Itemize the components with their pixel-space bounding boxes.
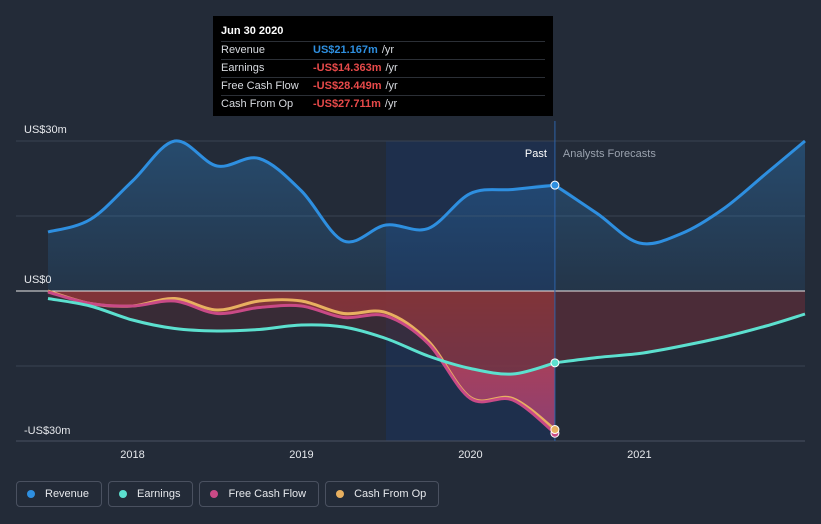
cash-from-op-marker	[550, 425, 560, 435]
x-tick-label: 2021	[627, 449, 651, 461]
x-tick-label: 2018	[120, 449, 144, 461]
y-tick-label: US$0	[24, 274, 52, 286]
legend-item-earnings[interactable]: Earnings	[108, 481, 194, 507]
earnings-past-area	[48, 291, 555, 375]
earnings-dot-icon	[119, 490, 128, 498]
tooltip-row-cash-from-op: Cash From Op -US$27.711m /yr	[221, 95, 545, 113]
legend-item-revenue[interactable]: Revenue	[16, 481, 103, 507]
earnings-forecast-area	[554, 291, 805, 363]
legend-item-cash-from-op[interactable]: Cash From Op	[325, 481, 440, 507]
tooltip-label: Free Cash Flow	[221, 80, 299, 92]
legend-label: Cash From Op	[354, 488, 427, 500]
legend-label: Free Cash Flow	[228, 488, 307, 500]
tooltip-value: -US$14.363m	[313, 62, 382, 74]
tooltip-unit: /yr	[384, 98, 398, 110]
past-label: Past	[525, 148, 547, 160]
legend-label: Earnings	[137, 488, 181, 500]
earnings-marker	[550, 358, 560, 368]
earnings-line-forecast	[554, 312, 806, 365]
tooltip-row-revenue: Revenue US$21.167m /yr	[221, 41, 545, 59]
legend-label: Revenue	[45, 488, 90, 500]
revenue-line-forecast	[554, 139, 806, 246]
revenue-marker	[550, 180, 560, 190]
x-tick-label: 2020	[458, 449, 482, 461]
tooltip-value: US$21.167m	[313, 44, 378, 56]
tooltip-row-free-cash-flow: Free Cash Flow -US$28.449m /yr	[221, 77, 545, 95]
x-tick-label: 2019	[289, 449, 313, 461]
free-cash-flow-line	[47, 290, 556, 435]
tooltip-label: Revenue	[221, 44, 266, 56]
legend-item-free-cash-flow[interactable]: Free Cash Flow	[199, 481, 320, 507]
tooltip-label: Cash From Op	[221, 98, 294, 110]
revenue-area	[48, 140, 805, 291]
tooltip-value: -US$28.449m	[313, 80, 382, 92]
data-tooltip: Jun 30 2020 Revenue US$21.167m /yr Earni…	[213, 16, 553, 116]
tooltip-row-earnings: Earnings -US$14.363m /yr	[221, 59, 545, 77]
revenue-line-past	[47, 139, 556, 244]
tooltip-date: Jun 30 2020	[221, 25, 284, 37]
y-tick-label: -US$30m	[24, 425, 70, 437]
chart-legend: Revenue Earnings Free Cash Flow Cash Fro…	[16, 481, 440, 507]
y-tick-label: US$30m	[24, 124, 67, 136]
forecast-label: Analysts Forecasts	[563, 148, 656, 160]
free-cash-flow-dot-icon	[210, 490, 219, 498]
tooltip-label: Earnings	[221, 62, 265, 74]
tooltip-unit: /yr	[381, 44, 395, 56]
tooltip-unit: /yr	[385, 62, 398, 74]
tooltip-unit: /yr	[385, 80, 398, 92]
revenue-dot-icon	[27, 490, 35, 498]
earnings-line-past	[47, 297, 555, 376]
cash-from-op-dot-icon	[336, 490, 345, 498]
tooltip-value: -US$27.711m	[313, 98, 381, 110]
